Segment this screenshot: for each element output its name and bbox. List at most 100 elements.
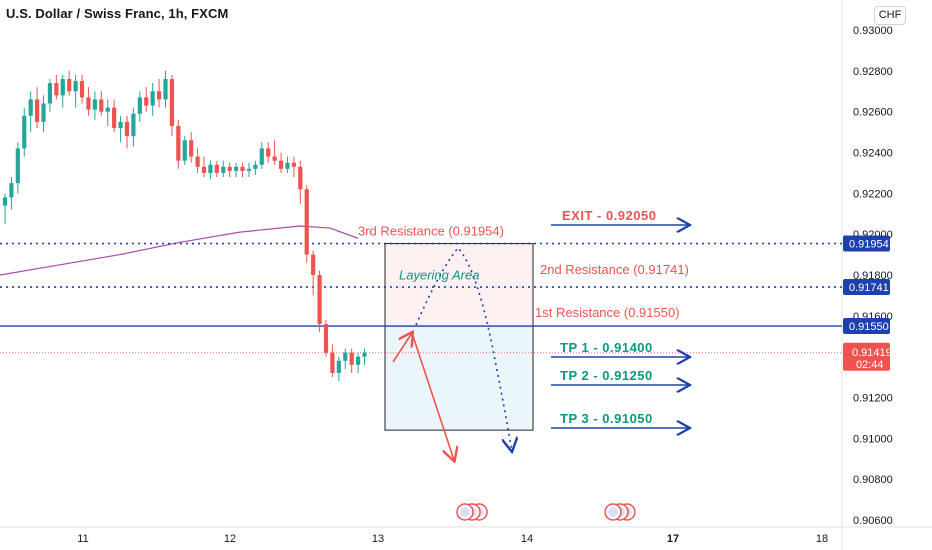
price-tag	[843, 279, 890, 296]
candle-body	[259, 148, 264, 165]
candle-body	[266, 148, 271, 157]
candle-body	[323, 324, 329, 353]
us-flag-icon	[460, 507, 470, 517]
currency-button[interactable]: CHF	[874, 6, 906, 25]
candle-body	[73, 81, 78, 92]
target-label: TP 2 - 0.91250	[560, 368, 653, 383]
candle-body	[131, 113, 136, 137]
y-tick-label: 0.91200	[853, 393, 893, 405]
candle-body	[92, 99, 97, 110]
candle-body	[304, 189, 309, 255]
candle-body	[60, 79, 65, 96]
price-tag-text: 0.91550	[849, 321, 889, 333]
candle-body	[311, 254, 316, 275]
candle-body	[28, 99, 33, 116]
candle-body	[272, 156, 277, 161]
candle-body	[298, 166, 303, 190]
candle-body	[124, 121, 130, 137]
candle-body	[330, 352, 335, 373]
candle-body	[156, 91, 162, 100]
resistance-label: 1st Resistance (0.91550)	[535, 305, 680, 320]
target-label: EXIT - 0.92050	[562, 208, 656, 223]
candle-body	[285, 162, 290, 169]
y-tick-label: 0.92800	[853, 66, 893, 78]
candle-body	[176, 125, 181, 161]
us-flag-icon	[608, 507, 618, 517]
y-tick-label: 0.92400	[853, 148, 893, 160]
candle-body	[169, 79, 175, 126]
price-tag	[843, 318, 890, 335]
candle-body	[67, 79, 72, 92]
candle-body	[343, 352, 348, 361]
candle-body	[195, 156, 200, 167]
candle-body	[112, 107, 117, 128]
candle-body	[208, 164, 213, 173]
candle-body	[221, 166, 226, 173]
x-tick-label: 17	[667, 533, 679, 545]
candle-body	[214, 164, 219, 173]
candle-body	[291, 162, 296, 167]
candle-body	[86, 97, 91, 110]
target-label: TP 1 - 0.91400	[560, 340, 653, 355]
resistance-zone	[384, 243, 534, 327]
candle-body	[47, 83, 53, 104]
candle-body	[349, 352, 354, 365]
y-tick-label: 0.91000	[853, 433, 893, 445]
candle-body	[41, 103, 46, 122]
target-zone	[384, 325, 534, 431]
y-tick-label: 0.90800	[853, 474, 893, 486]
candle-body	[118, 121, 123, 128]
current-price-tag	[843, 342, 890, 371]
candle-body	[9, 183, 14, 198]
layering-area-label: Layering Area	[399, 268, 479, 283]
y-tick-label: 0.92600	[853, 107, 893, 119]
candle-body	[317, 275, 322, 324]
candle-body	[79, 81, 85, 98]
candle-body	[356, 356, 361, 365]
x-tick-label: 18	[816, 533, 828, 545]
resistance-label: 3rd Resistance (0.91954)	[358, 224, 504, 239]
candle-body	[105, 107, 110, 112]
x-tick-label: 13	[372, 533, 384, 545]
current-price-text: 0.91419	[852, 347, 892, 359]
candle-body	[22, 115, 27, 149]
candle-body	[336, 360, 341, 373]
moving-average-line	[0, 225, 359, 276]
x-tick-label: 12	[224, 533, 236, 545]
candle-body	[150, 91, 155, 106]
x-tick-label: 14	[521, 533, 533, 545]
y-tick-label: 0.92200	[853, 188, 893, 200]
candle-body	[2, 197, 8, 206]
price-tag-text: 0.91954	[849, 239, 889, 251]
candle-body	[246, 168, 252, 171]
y-tick-label: 0.91800	[853, 270, 893, 282]
candle-body	[253, 164, 258, 169]
price-tag	[843, 235, 890, 252]
candle-body	[189, 140, 194, 157]
candle-body	[15, 148, 20, 184]
scenario-arrow-down	[411, 332, 454, 460]
candle-body	[182, 140, 187, 161]
candle-body	[201, 166, 207, 173]
candle-body	[99, 99, 104, 112]
candle-body	[278, 160, 284, 169]
price-tag-text: 0.91741	[849, 282, 889, 294]
candle-body	[234, 166, 239, 171]
candle-body	[35, 99, 40, 122]
candle-body	[240, 166, 245, 171]
candle-body	[54, 83, 59, 96]
candle-body	[137, 97, 142, 114]
y-tick-label: 0.90600	[853, 515, 893, 527]
target-label: TP 3 - 0.91050	[560, 411, 653, 426]
y-tick-label: 0.93000	[853, 25, 893, 37]
candle-body	[227, 166, 232, 171]
candle-body	[144, 97, 149, 106]
resistance-label: 2nd Resistance (0.91741)	[540, 262, 689, 277]
x-tick-label: 11	[77, 533, 88, 545]
candle-body	[163, 79, 168, 100]
chart-title: U.S. Dollar / Swiss Franc, 1h, FXCM	[6, 6, 229, 21]
scenario-arrow-up	[392, 333, 412, 363]
candle-body	[362, 352, 367, 357]
countdown-text: 02:44	[856, 359, 884, 371]
